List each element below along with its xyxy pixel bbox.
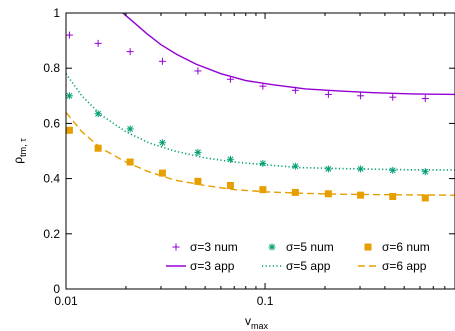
square-mark bbox=[324, 190, 332, 198]
ast-d2 bbox=[159, 139, 166, 146]
ast-d2 bbox=[194, 149, 201, 156]
data-point-sigma3-num bbox=[158, 57, 166, 65]
square-mark bbox=[126, 158, 134, 166]
y-tick-label: 0.4 bbox=[43, 172, 60, 186]
square-mark bbox=[66, 126, 73, 134]
square-mark bbox=[364, 243, 372, 251]
ast-d2 bbox=[389, 167, 396, 174]
square-mark bbox=[389, 193, 397, 201]
legend-label: σ=5 num bbox=[286, 240, 334, 254]
plot-frame bbox=[65, 12, 455, 290]
data-point-sigma5-num bbox=[389, 166, 397, 174]
data-point-sigma5-num bbox=[158, 139, 166, 147]
square-mark bbox=[357, 191, 365, 199]
series-line-sigma3-app bbox=[122, 13, 455, 96]
series-line-sigma6-app bbox=[66, 111, 455, 196]
x-tick-label: 0.1 bbox=[257, 294, 274, 308]
y-tick-label: 0 bbox=[53, 282, 60, 296]
data-point-sigma5-num bbox=[126, 125, 134, 133]
legend-label: σ=3 num bbox=[190, 240, 238, 254]
legend-entry-sigma6-num: σ=6 num bbox=[364, 240, 430, 254]
ast-d2 bbox=[95, 110, 102, 117]
data-point-sigma3-num bbox=[66, 31, 73, 39]
data-point-sigma3-num bbox=[324, 90, 332, 98]
legend-entry-sigma5-app: σ=5 app bbox=[262, 259, 331, 273]
legend-label: σ=5 app bbox=[286, 259, 331, 273]
y-tick-label: 0.8 bbox=[43, 61, 60, 75]
data-point-sigma6-num bbox=[66, 126, 73, 134]
x-axis-label: vmax bbox=[245, 314, 269, 331]
square-mark bbox=[158, 169, 166, 177]
ast-d2 bbox=[422, 168, 429, 175]
x-tick-label: 0.01 bbox=[54, 294, 78, 308]
legend-swatch bbox=[364, 243, 372, 251]
series-line-sigma5-app bbox=[66, 73, 455, 171]
data-point-sigma6-num bbox=[94, 144, 102, 152]
data-point-sigma6-num bbox=[194, 177, 202, 185]
legend-entry-sigma3-app: σ=3 app bbox=[166, 259, 235, 273]
data-point-sigma5-num bbox=[194, 148, 202, 156]
ast-d2 bbox=[66, 92, 73, 99]
y-tick-label: 0.6 bbox=[43, 116, 60, 130]
y-axis-label: ρtm, τ bbox=[11, 138, 28, 164]
legend-label: σ=3 app bbox=[190, 259, 235, 273]
data-point-sigma6-num bbox=[259, 186, 267, 194]
data-point-sigma6-num bbox=[226, 182, 234, 189]
data-point-sigma3-num bbox=[421, 95, 429, 103]
ast-d2 bbox=[127, 125, 134, 132]
data-point-sigma5-num bbox=[259, 159, 267, 167]
square-mark bbox=[259, 186, 267, 194]
ast-d2 bbox=[292, 163, 299, 170]
legend-entry-sigma5-num: σ=5 num bbox=[268, 240, 334, 254]
data-point-sigma5-num bbox=[66, 92, 73, 100]
square-mark bbox=[421, 194, 429, 202]
ast-d2 bbox=[259, 160, 266, 167]
data-point-sigma6-num bbox=[324, 190, 332, 198]
data-point-sigma3-num bbox=[389, 93, 397, 101]
data-point-sigma6-num bbox=[126, 158, 134, 166]
square-mark bbox=[226, 182, 234, 189]
legend-label: σ=6 num bbox=[382, 240, 430, 254]
data-point-sigma3-num bbox=[194, 67, 202, 75]
square-mark bbox=[194, 177, 202, 185]
data-point-sigma6-num bbox=[357, 191, 365, 199]
data-point-sigma5-num bbox=[94, 110, 102, 118]
y-tick-label: 0.2 bbox=[43, 227, 60, 241]
data-point-sigma6-num bbox=[158, 169, 166, 177]
data-point-sigma3-num bbox=[357, 92, 365, 100]
legend-label: σ=6 app bbox=[382, 259, 427, 273]
legend-swatch bbox=[268, 243, 276, 251]
square-mark bbox=[94, 144, 102, 152]
data-point-sigma5-num bbox=[291, 162, 299, 170]
legend-entry-sigma3-num: σ=3 num bbox=[172, 240, 238, 254]
data-point-sigma3-num bbox=[94, 39, 102, 47]
y-tick-label: 1 bbox=[53, 6, 60, 20]
ast-d2 bbox=[269, 244, 275, 250]
legend-swatch bbox=[172, 243, 180, 251]
legend-entry-sigma6-app: σ=6 app bbox=[358, 259, 427, 273]
data-point-sigma6-num bbox=[421, 194, 429, 202]
data-point-sigma6-num bbox=[389, 193, 397, 201]
data-point-sigma6-num bbox=[291, 188, 299, 196]
data-point-sigma3-num bbox=[126, 48, 134, 56]
square-mark bbox=[291, 188, 299, 196]
